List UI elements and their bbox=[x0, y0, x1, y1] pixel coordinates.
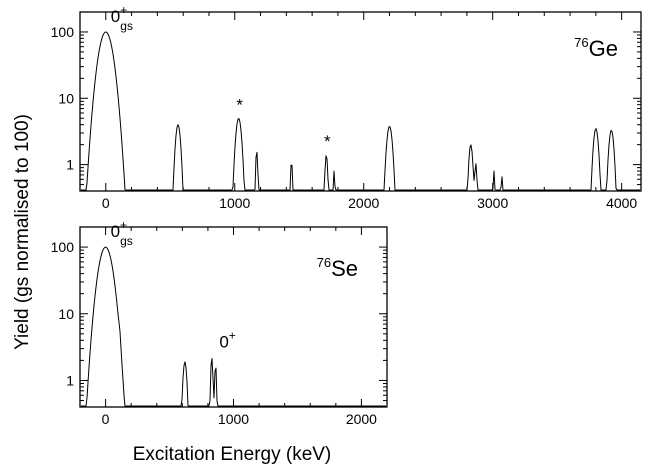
x-tick-label: 3000 bbox=[477, 195, 508, 211]
spectrum-trace bbox=[81, 31, 640, 191]
panel-title: 76Ge bbox=[574, 35, 618, 61]
x-tick-label: 0 bbox=[102, 411, 110, 427]
x-tick-label: 1000 bbox=[219, 195, 250, 211]
peak-marker-asterisk: * bbox=[236, 95, 243, 114]
panel-top-76ge: 0 1000 2000 3000 4000 1 10 100 76Ge 0+ gs * * bbox=[51, 3, 642, 211]
peak-marker-asterisk: * bbox=[324, 132, 331, 151]
x-tick-label: 2000 bbox=[348, 195, 379, 211]
x-tick-label: 0 bbox=[102, 195, 110, 211]
panel-title: 76Se bbox=[317, 255, 358, 281]
x-axis-label: Excitation Energy (keV) bbox=[133, 444, 332, 465]
y-tick-label: 10 bbox=[58, 306, 74, 322]
y-tick-label: 1 bbox=[66, 157, 74, 173]
x-tick-label: 1000 bbox=[218, 411, 249, 427]
plot-frame bbox=[79, 11, 642, 192]
y-axis-label: Yield (gs normalised to 100) bbox=[12, 114, 33, 350]
state-label: 0+ bbox=[219, 329, 235, 352]
state-label: 0+ gs bbox=[111, 218, 133, 248]
state-label: 0+ gs bbox=[111, 3, 133, 33]
y-tick-label: 100 bbox=[51, 24, 75, 40]
x-tick-label: 2000 bbox=[346, 411, 377, 427]
y-tick-label: 100 bbox=[51, 239, 75, 255]
spectrum-trace bbox=[81, 246, 386, 407]
y-tick-label: 1 bbox=[66, 372, 74, 388]
panel-bottom-76se: 0 1000 2000 1 10 100 76Se 0+ gs 0+ bbox=[51, 218, 388, 427]
x-tick-label: 4000 bbox=[606, 195, 637, 211]
y-tick-label: 10 bbox=[58, 90, 74, 106]
plot-frame bbox=[79, 226, 388, 408]
